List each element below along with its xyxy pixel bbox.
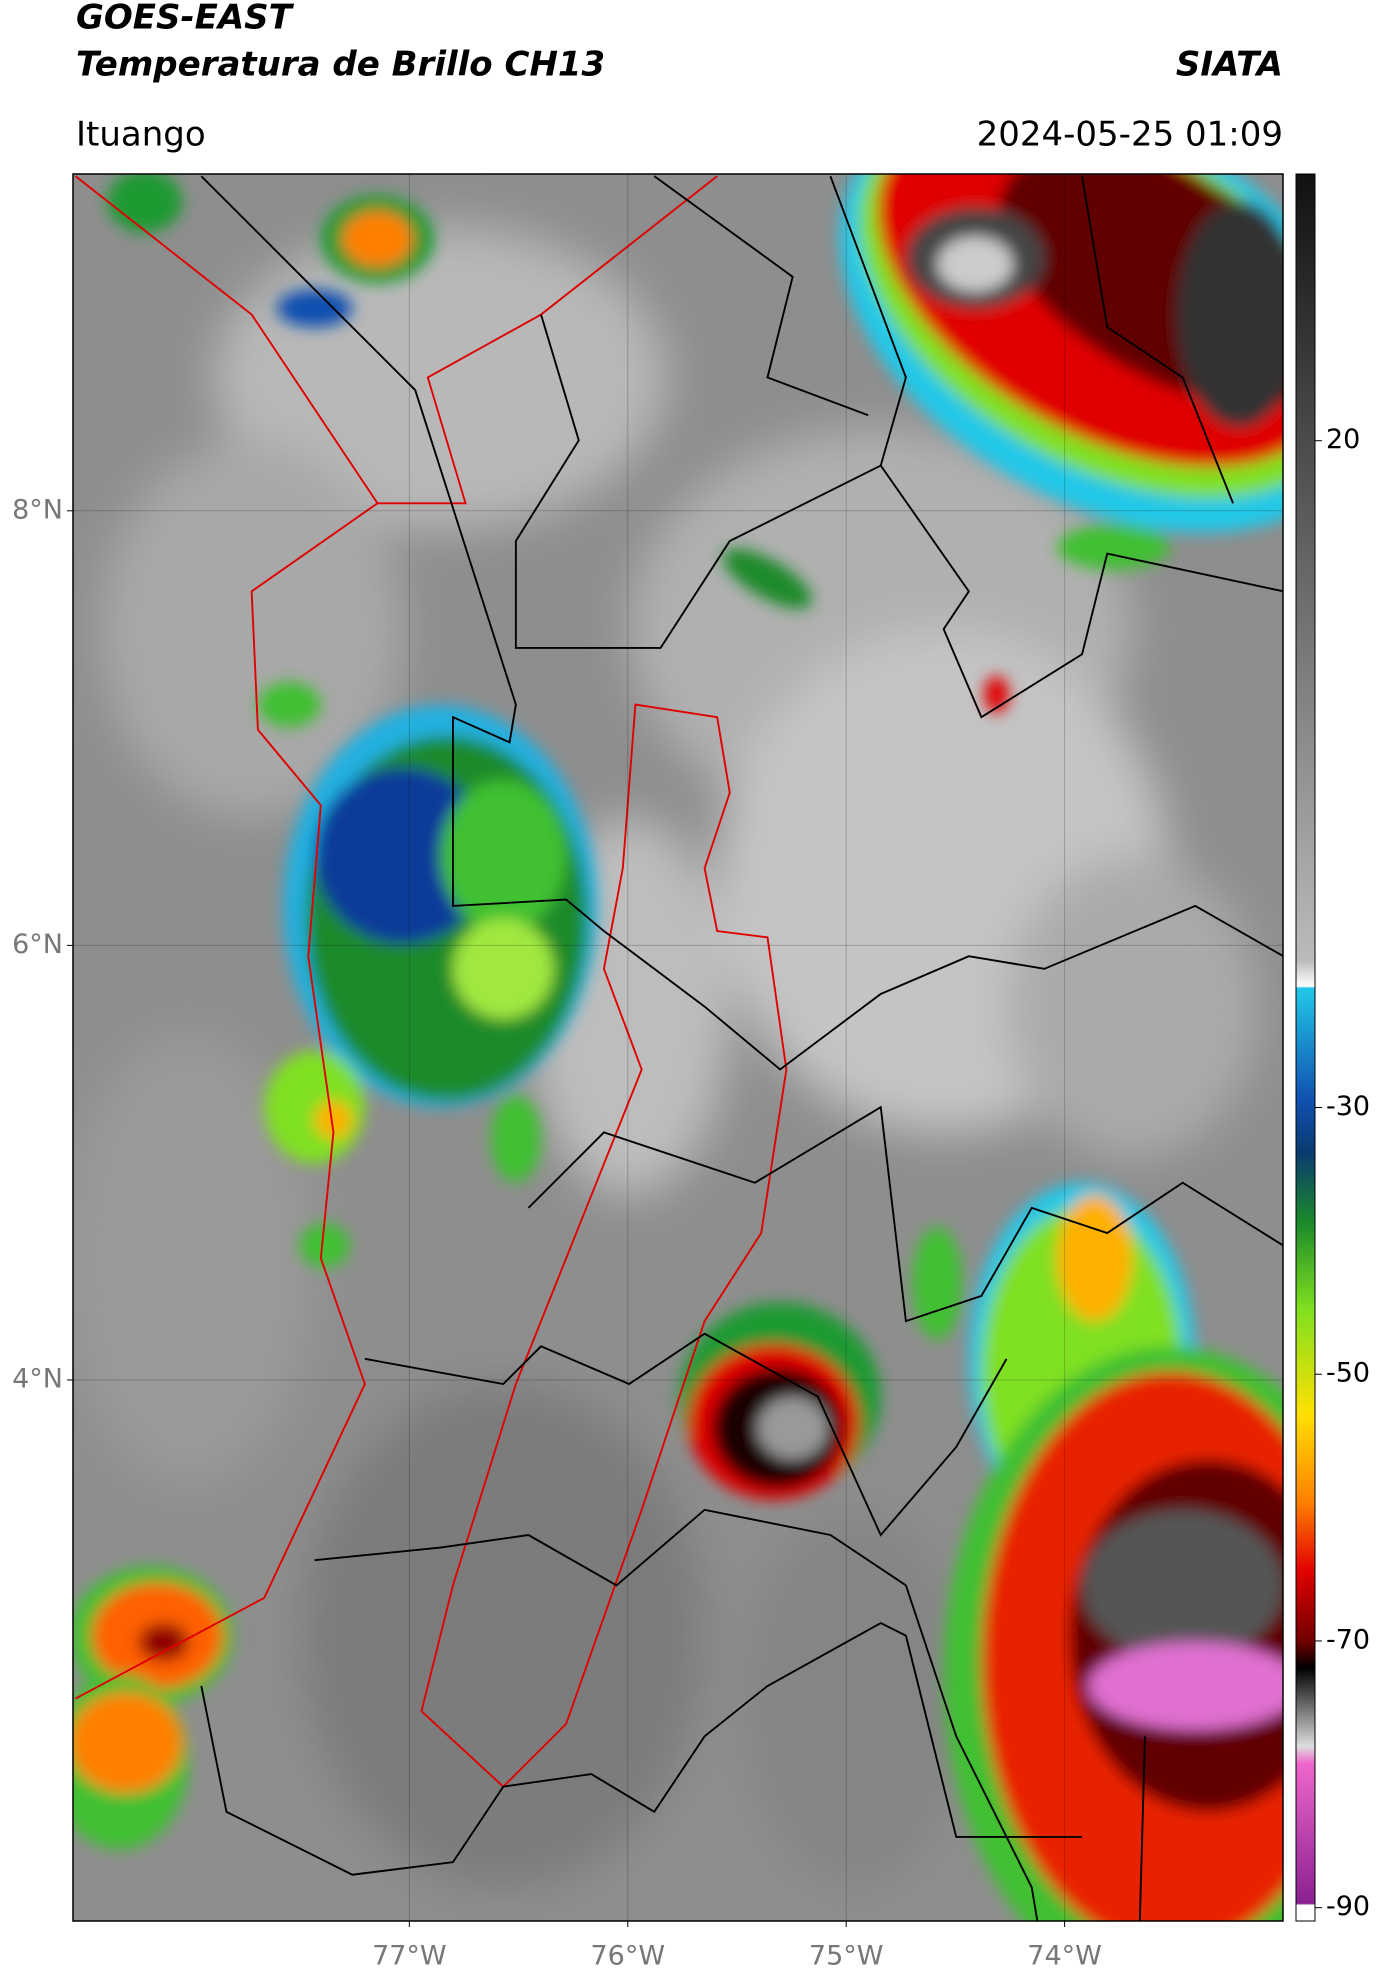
y-tick-label: 6°N <box>12 929 63 960</box>
colorbar-tick-label: -90 <box>1326 1891 1370 1922</box>
colorbar <box>1295 173 1316 1922</box>
satellite-image <box>73 174 1283 1921</box>
brand: SIATA <box>1176 45 1283 85</box>
x-tick-label: 76°W <box>590 1941 665 1972</box>
x-tick-label: 77°W <box>372 1941 447 1972</box>
y-tick-label: 8°N <box>12 494 63 525</box>
colorbar-tick-label: -30 <box>1326 1091 1370 1122</box>
graticule <box>73 174 1283 1921</box>
x-tick-label: 74°W <box>1027 1941 1102 1972</box>
colorbar-tick-label: -70 <box>1326 1624 1370 1655</box>
x-tick-label: 75°W <box>809 1941 884 1972</box>
y-tick-label: 4°N <box>12 1363 63 1394</box>
location: Ituango <box>76 115 206 155</box>
title-line1: GOES-EAST <box>76 0 295 38</box>
map-frame <box>72 173 1284 1922</box>
datetime: 2024-05-25 01:09 <box>977 115 1283 155</box>
colorbar-tick-label: 20 <box>1326 424 1360 455</box>
colorbar-tick-label: -50 <box>1326 1358 1370 1389</box>
title-line2: Temperatura de Brillo CH13 <box>76 45 605 85</box>
